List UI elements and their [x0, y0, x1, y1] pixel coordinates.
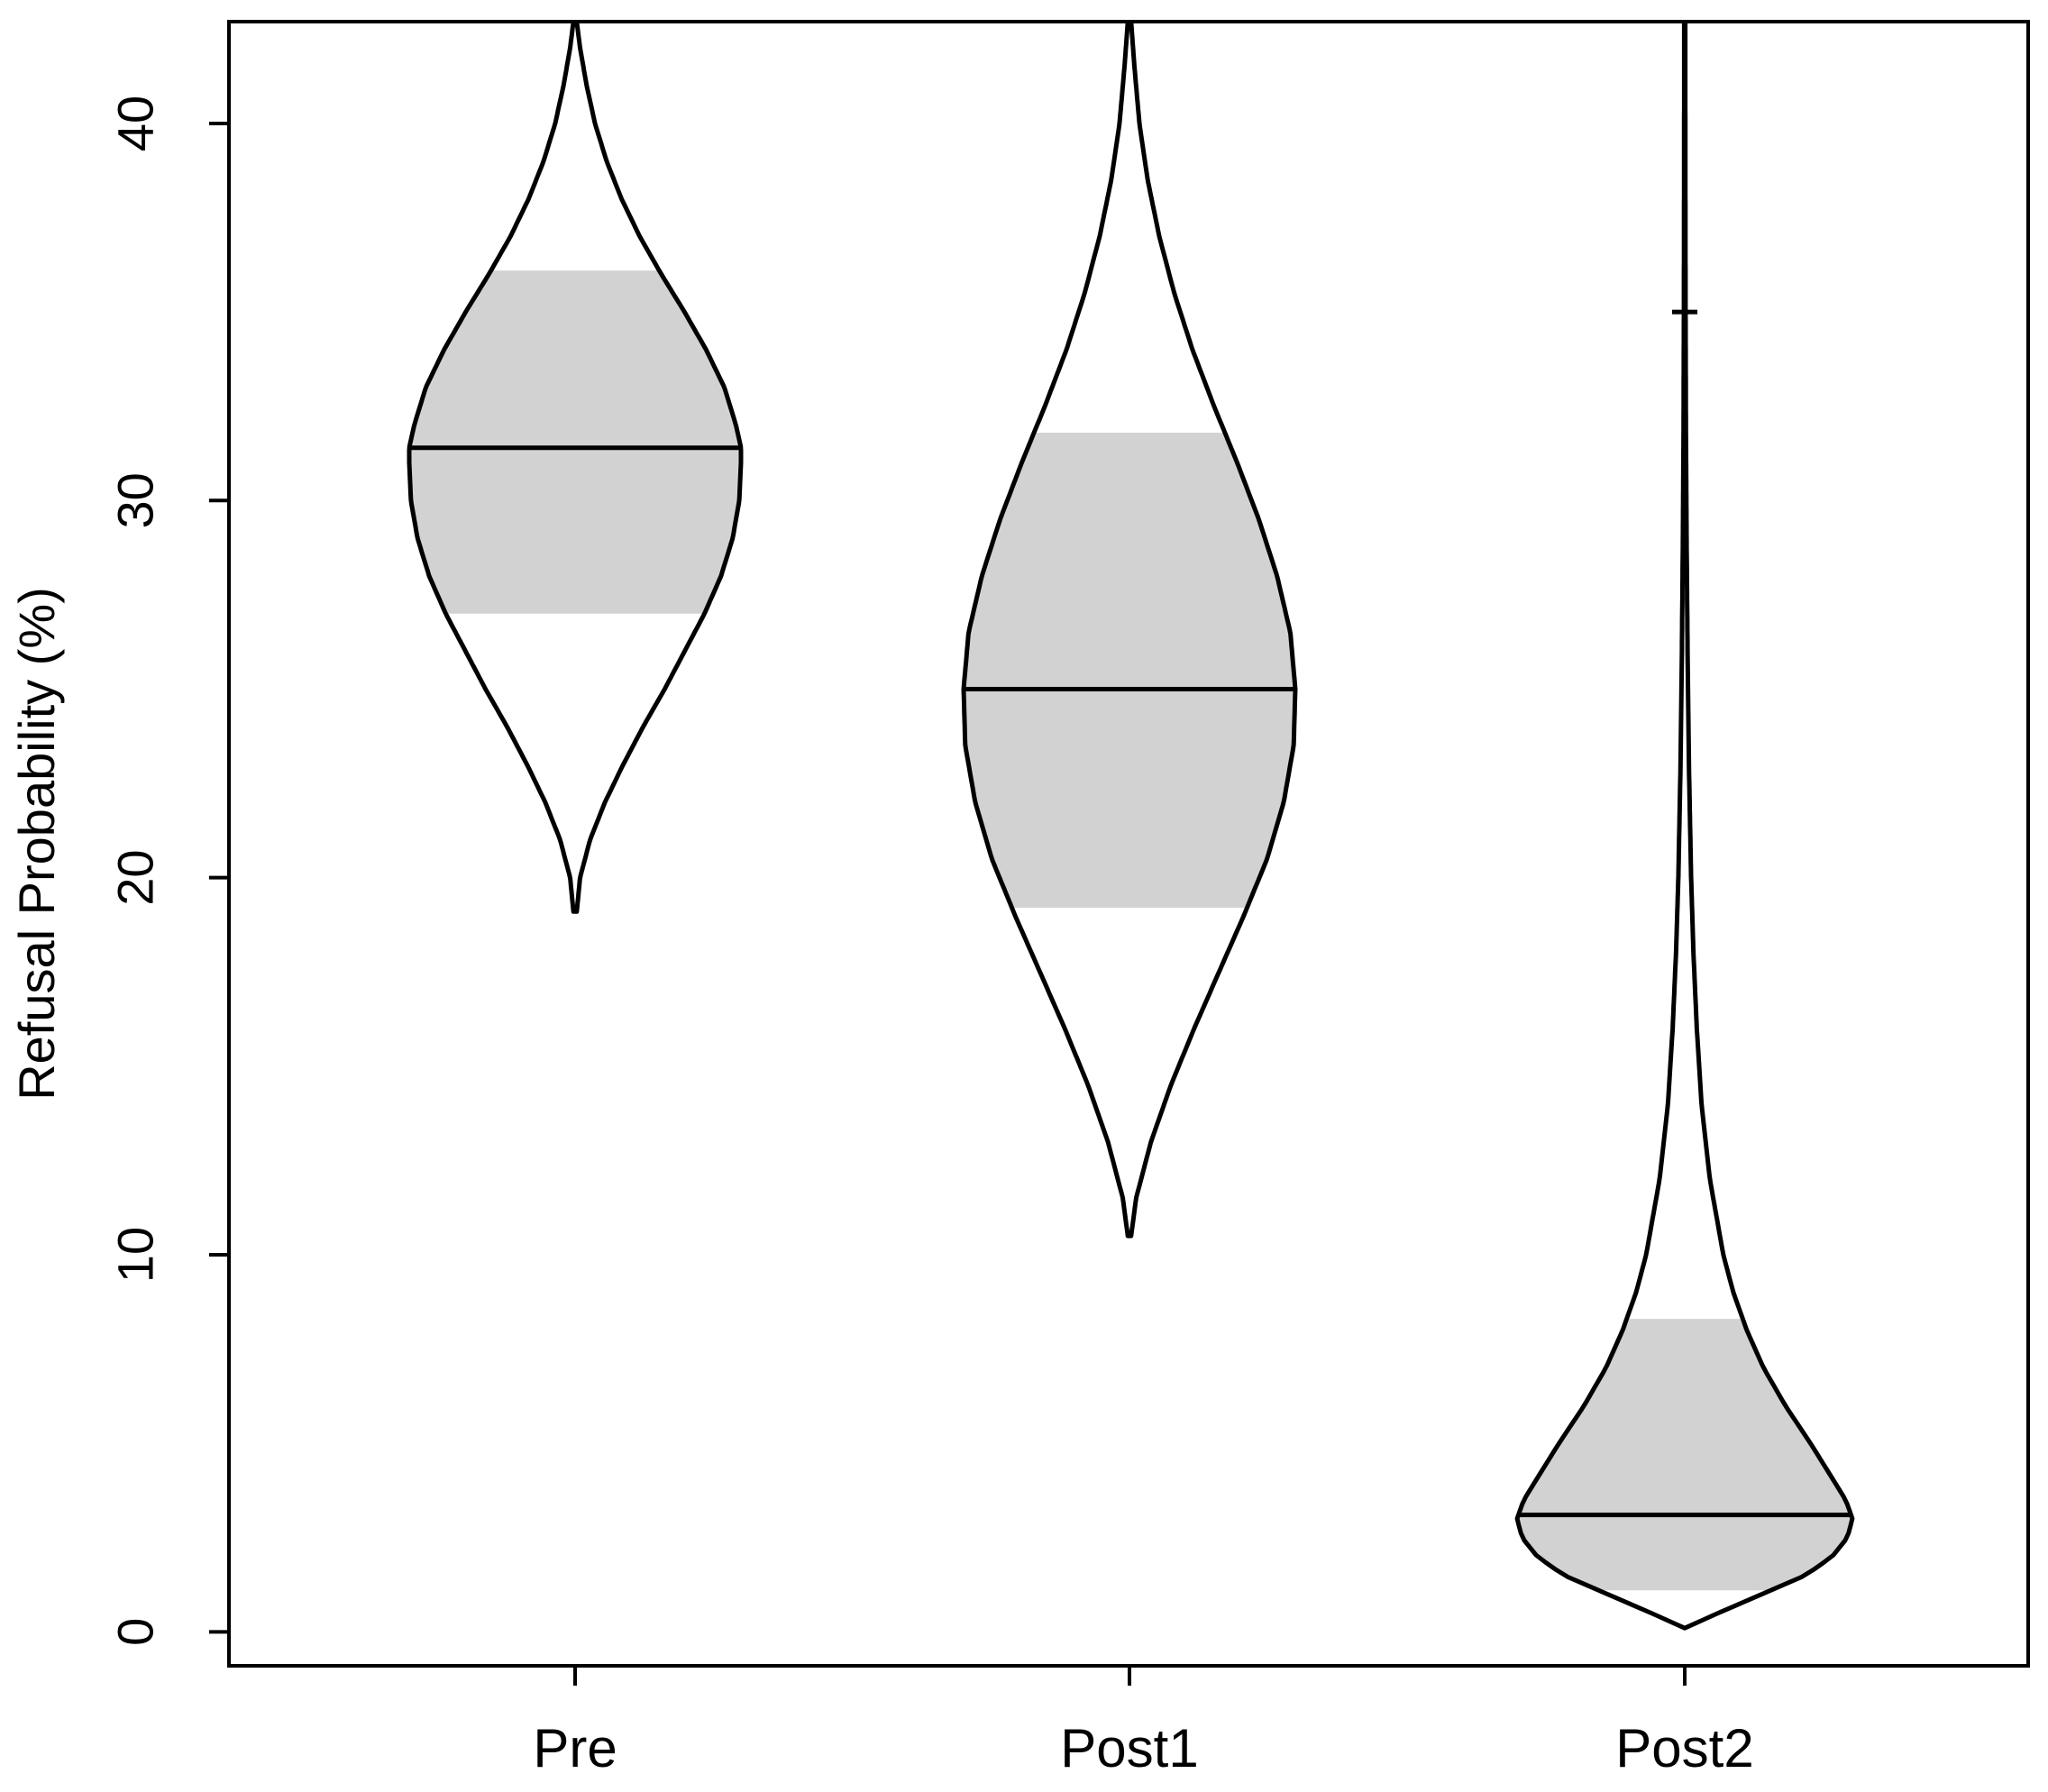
violin-outline-post2 — [1514, 22, 1855, 1631]
y-tick-label-0: 0 — [107, 1618, 164, 1646]
violin-pre — [407, 22, 744, 914]
ci-band-post2 — [1517, 1319, 1852, 1591]
violin-outline-pre — [407, 22, 744, 914]
y-axis: 0 10 20 30 40 — [107, 96, 229, 1646]
x-tick-label-post2: Post2 — [1615, 1718, 1753, 1778]
violin-post2 — [1514, 22, 1855, 1631]
y-tick-label-40: 40 — [107, 96, 164, 151]
x-tick-label-post1: Post1 — [1060, 1718, 1198, 1778]
y-tick-label-10: 10 — [107, 1227, 164, 1283]
violin-post1 — [961, 22, 1298, 1239]
y-tick-label-30: 30 — [107, 472, 164, 528]
y-tick-label-20: 20 — [107, 850, 164, 906]
x-tick-label-pre: Pre — [533, 1718, 617, 1778]
violin-outline-post1 — [961, 22, 1298, 1239]
ci-band-pre — [409, 270, 741, 614]
y-axis-label: Refusal Probability (%) — [8, 587, 65, 1101]
violins-layer — [407, 22, 1855, 1631]
ci-band-post1 — [964, 433, 1295, 909]
x-axis: Pre Post1 Post2 — [533, 1666, 1754, 1778]
